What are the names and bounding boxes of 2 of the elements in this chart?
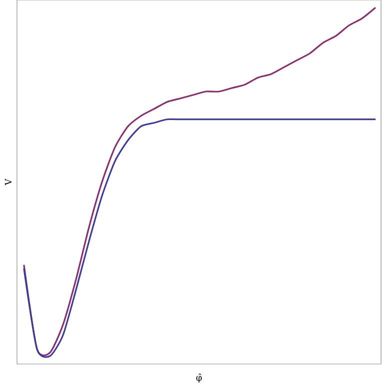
y-axis-title: V xyxy=(4,178,12,186)
x-axis-title: φ̂ xyxy=(196,374,202,383)
